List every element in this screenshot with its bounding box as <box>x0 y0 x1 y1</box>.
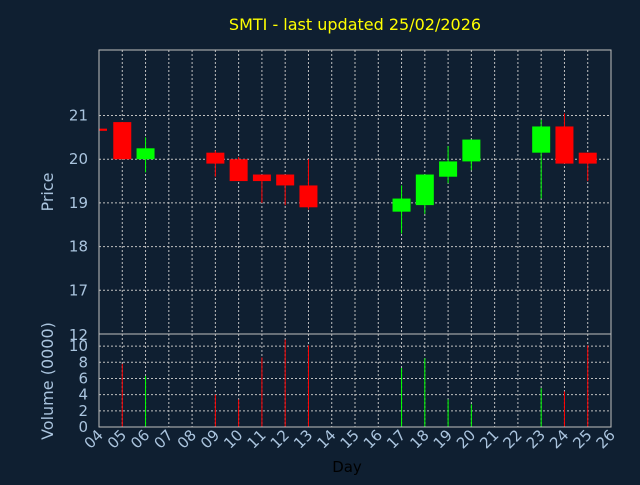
candle-body <box>276 174 295 186</box>
price-tick-label: 18 <box>69 238 88 256</box>
x-axis-label: Day <box>332 458 362 476</box>
price-tick-label: 17 <box>69 281 88 299</box>
price-y-tick-labels: 17 18 19 20 21 <box>69 107 88 300</box>
price-tick-label: 19 <box>69 194 88 212</box>
price-axis-label: Price <box>38 172 57 211</box>
candle-body <box>252 174 271 182</box>
candle-body <box>392 198 411 212</box>
candle-body <box>206 152 225 164</box>
price-tick-label: 21 <box>69 107 88 125</box>
candle-body <box>229 159 248 182</box>
volume-tick-label: 2 <box>78 402 88 420</box>
volume-tick-label: 10 <box>69 337 88 355</box>
price-tick-label: 20 <box>69 150 88 168</box>
volume-bars <box>121 339 589 427</box>
candle-body <box>555 126 574 164</box>
volume-tick-label: 8 <box>78 353 88 371</box>
candle-body <box>578 152 597 164</box>
candles <box>98 113 597 234</box>
volume-tick-label: 6 <box>78 369 88 387</box>
candle-body <box>299 185 318 208</box>
candle-body <box>439 161 458 177</box>
candle-body <box>99 128 107 131</box>
x-tick-labels: 0405060708091011121314151617181920212223… <box>81 426 619 452</box>
candle-body <box>532 126 551 153</box>
candle-body <box>113 122 132 160</box>
candle-body <box>136 148 155 160</box>
volume-tick-label: 4 <box>78 386 88 404</box>
volume-divider-label: 12 <box>69 326 88 344</box>
chart-title: SMTI - last updated 25/02/2026 <box>229 15 481 34</box>
volume-tick-label: 0 <box>78 418 88 436</box>
candle-body <box>415 174 434 206</box>
volume-axis-label: Volume (0000) <box>38 322 57 440</box>
candle-body <box>462 139 481 162</box>
volume-panel-frame <box>98 333 612 428</box>
